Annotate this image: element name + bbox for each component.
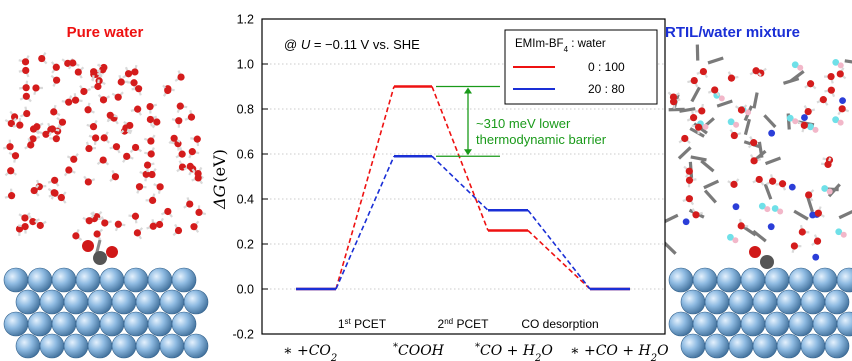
plot-frame [261,18,666,335]
barrier-text-line2: thermodynamic barrier [476,132,607,147]
transition-line [335,155,395,290]
right-panel-title: RTIL/water mixture [665,24,801,41]
left-panel: Pure water [0,0,210,361]
metal-slab [668,267,852,359]
barrier-annotation: ~310 meV lower thermodynamic barrier [436,85,607,157]
y-tick-label: -0.2 [232,328,254,342]
series-blue [296,155,630,291]
rtil-molecules [665,44,852,261]
y-tick-label: 1.2 [237,13,254,27]
legend-label-0-100: 0 : 100 [588,60,625,74]
right-panel: RTIL/water mixture [665,0,852,361]
state-label-co2: ∗ +CO2 [283,343,337,361]
y-tick-label: 0.6 [237,148,254,162]
y-axis-label: ΔG(eV) [210,149,229,210]
y-tick-label: 1.0 [237,58,254,72]
barrier-text-line1: ~310 meV lower [476,116,571,131]
transition-line [431,155,489,211]
state-label-final: ∗ +CO + H2O [570,343,669,361]
barrier-arrow-head-up [464,87,472,94]
legend-label-20-80: 20 : 80 [588,82,625,96]
step-label-1st-pcet: 1st PCET [338,317,387,332]
y-tick-label: 0.2 [237,238,254,252]
co2-adsorbate [749,246,774,269]
transition-line [527,229,591,290]
step-label-2nd-pcet: 2nd PCET [438,317,490,332]
state-labels: ∗ +CO2 *COOH *CO + H2O ∗ +CO + H2O [283,342,669,361]
transition-line [527,209,591,290]
barrier-arrow-head-down [464,149,472,156]
y-axis-unit: (eV) [210,149,229,183]
condition-annotation: @ U = −0.11 V vs. SHE [284,37,420,52]
step-label-co-desorption: CO desorption [521,317,598,331]
legend: EMIm-BF4 : water 0 : 100 20 : 80 [504,29,658,105]
co2-adsorbate [82,239,118,265]
legend-title: EMIm-BF4 : water [515,38,606,54]
y-axis-ticks: -0.2 0.0 0.2 0.4 0.6 0.8 1.0 1.2 [232,13,268,342]
y-tick-label: 0.0 [237,283,254,297]
state-label-co-h2o: *CO + H2O [475,342,553,361]
y-tick-label: 0.8 [237,103,254,117]
rtil-water-snapshot [665,44,852,359]
water-molecules [2,52,207,241]
series-lines [296,85,630,291]
transition-line [335,86,395,290]
transition-line [431,86,489,231]
left-panel-title: Pure water [66,24,144,41]
y-axis-symbol: ΔG [210,184,229,210]
state-label-cooh: *COOH [393,342,445,360]
y-tick-label: 0.4 [237,193,254,207]
series-red [296,85,630,291]
grid-lines [262,63,665,290]
pure-water-snapshot [2,52,209,359]
metal-slab [3,267,209,359]
